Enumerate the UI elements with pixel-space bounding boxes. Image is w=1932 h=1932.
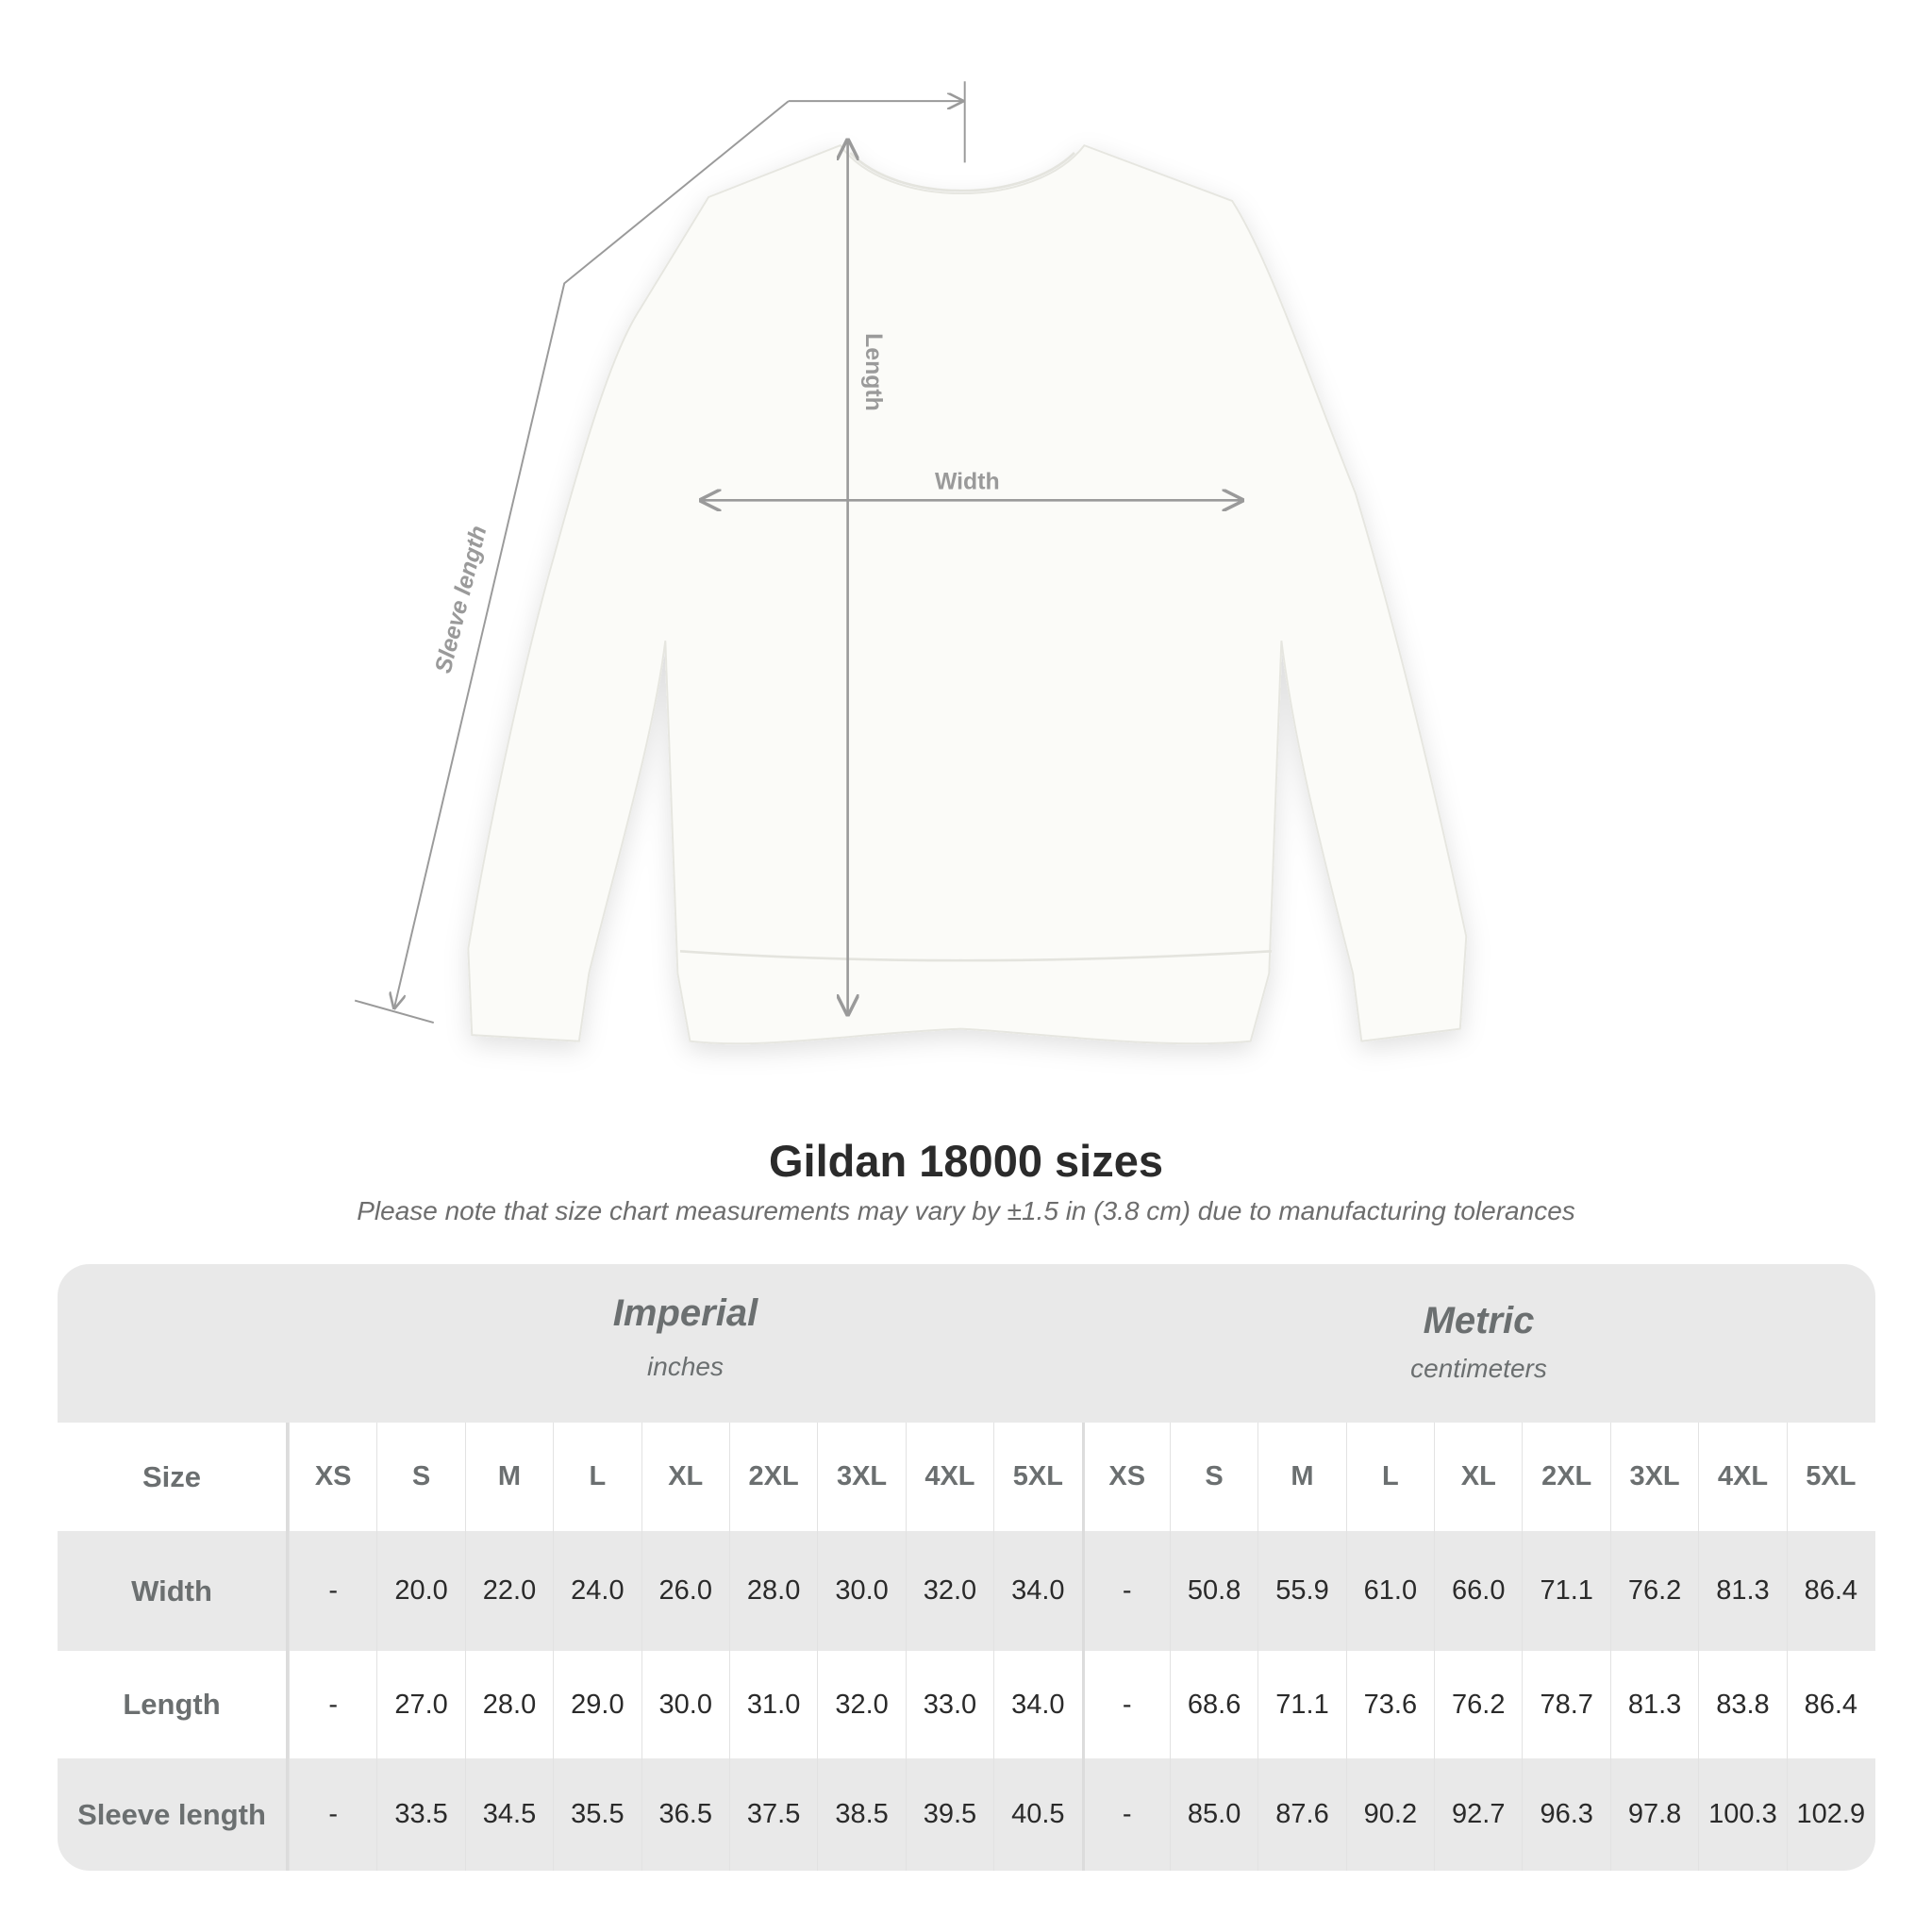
metric-size-header: M bbox=[1257, 1423, 1345, 1531]
metric-value-cell: 76.2 bbox=[1434, 1651, 1522, 1758]
metric-value-cell: 83.8 bbox=[1698, 1651, 1786, 1758]
table-row: Length -27.0 28.0 29.0 30.0 31.0 32.0 33.0 34.0-… bbox=[58, 1651, 1875, 1758]
imperial-value-cell: 22.0 bbox=[464, 1531, 553, 1651]
imperial-value-cell: 29.0 bbox=[553, 1651, 641, 1758]
metric-value-cell: - bbox=[1081, 1758, 1170, 1871]
row-label: Width bbox=[58, 1531, 289, 1651]
metric-size-header: 2XL bbox=[1522, 1423, 1609, 1531]
imperial-value-cell: 36.5 bbox=[641, 1758, 729, 1871]
metric-value-cell: 90.2 bbox=[1345, 1758, 1434, 1871]
imperial-value-cell: - bbox=[289, 1531, 376, 1651]
imperial-size-header: M bbox=[464, 1423, 553, 1531]
metric-value-cell: 87.6 bbox=[1257, 1758, 1345, 1871]
imperial-unit: inches bbox=[647, 1352, 724, 1381]
imperial-value-cell: 20.0 bbox=[376, 1531, 464, 1651]
imperial-size-header: 3XL bbox=[817, 1423, 905, 1531]
imperial-size-header: 4XL bbox=[905, 1423, 993, 1531]
tolerance-note: Please note that size chart measurements… bbox=[357, 1196, 1575, 1225]
width-label: Width bbox=[935, 470, 1000, 495]
imperial-value-cell: 34.5 bbox=[464, 1758, 553, 1871]
imperial-value-cell: 28.0 bbox=[728, 1531, 817, 1651]
page-title: Gildan 18000 sizes bbox=[768, 1136, 1164, 1186]
metric-value-cell: - bbox=[1081, 1531, 1170, 1651]
metric-value-cell: 81.3 bbox=[1698, 1531, 1786, 1651]
metric-value-cell: 50.8 bbox=[1169, 1531, 1257, 1651]
imperial-size-header: XS bbox=[289, 1423, 376, 1531]
metric-unit: centimeters bbox=[1410, 1354, 1547, 1383]
imperial-value-cell: 30.0 bbox=[817, 1531, 905, 1651]
imperial-value-cell: 31.0 bbox=[728, 1651, 817, 1758]
imperial-value-cell: 26.0 bbox=[641, 1531, 729, 1651]
imperial-value-cell: 40.5 bbox=[993, 1758, 1081, 1871]
imperial-value-cell: - bbox=[289, 1758, 376, 1871]
metric-value-cell: 100.3 bbox=[1698, 1758, 1786, 1871]
metric-value-cell: 61.0 bbox=[1345, 1531, 1434, 1651]
imperial-value-cell: 28.0 bbox=[464, 1651, 553, 1758]
metric-value-cell: 92.7 bbox=[1434, 1758, 1522, 1871]
table-row: Sleeve length -33.5 34.5 35.5 36.5 37.5 38.5 39… bbox=[58, 1758, 1875, 1871]
imperial-value-cell: 27.0 bbox=[376, 1651, 464, 1758]
hem-rib bbox=[679, 950, 1272, 962]
metric-header: Metric centimeters bbox=[1082, 1300, 1875, 1458]
imperial-size-header: 2XL bbox=[728, 1423, 817, 1531]
metric-value-cell: 96.3 bbox=[1522, 1758, 1609, 1871]
imperial-value-cell: 33.0 bbox=[905, 1651, 993, 1758]
imperial-value-cell: 34.0 bbox=[993, 1531, 1081, 1651]
imperial-header: Imperial inches bbox=[289, 1292, 1082, 1451]
row-label: Size bbox=[58, 1423, 289, 1531]
metric-value-cell: 66.0 bbox=[1434, 1531, 1522, 1651]
imperial-value-cell: 32.0 bbox=[817, 1651, 905, 1758]
metric-value-cell: 85.0 bbox=[1169, 1758, 1257, 1871]
sleeve-length-line bbox=[394, 100, 790, 1008]
size-chart-table: Imperial inches Metric centimeters Size X… bbox=[58, 1264, 1875, 1871]
metric-size-header: 3XL bbox=[1609, 1423, 1698, 1531]
metric-value-cell: 81.3 bbox=[1609, 1651, 1698, 1758]
row-label: Sleeve length bbox=[58, 1758, 289, 1871]
metric-value-cell: 55.9 bbox=[1257, 1531, 1345, 1651]
sweatshirt-image bbox=[467, 143, 1468, 1045]
sleeve-length-label: Sleeve length bbox=[431, 524, 492, 676]
metric-size-header: XS bbox=[1081, 1423, 1170, 1531]
metric-value-cell: 71.1 bbox=[1522, 1531, 1609, 1651]
metric-size-header: S bbox=[1169, 1423, 1257, 1531]
imperial-value-cell: 30.0 bbox=[641, 1651, 729, 1758]
size-header-row: Size XS S M L XL 2XL 3XL 4XL 5XL XS S M L XL 2XL 3XL 4XL 5… bbox=[58, 1423, 1875, 1531]
metric-value-cell: 97.8 bbox=[1609, 1758, 1698, 1871]
imperial-value-cell: - bbox=[289, 1651, 376, 1758]
metric-value-cell: 102.9 bbox=[1786, 1758, 1874, 1871]
imperial-value-cell: 33.5 bbox=[376, 1758, 464, 1871]
metric-value-cell: - bbox=[1081, 1651, 1170, 1758]
imperial-label: Imperial bbox=[612, 1292, 758, 1334]
length-label: Length bbox=[860, 333, 886, 411]
metric-value-cell: 78.7 bbox=[1522, 1651, 1609, 1758]
metric-size-header: 4XL bbox=[1698, 1423, 1786, 1531]
metric-value-cell: 68.6 bbox=[1169, 1651, 1257, 1758]
metric-size-header: L bbox=[1345, 1423, 1434, 1531]
collar bbox=[849, 152, 1075, 192]
imperial-size-header: 5XL bbox=[993, 1423, 1081, 1531]
imperial-value-cell: 35.5 bbox=[553, 1758, 641, 1871]
imperial-value-cell: 32.0 bbox=[905, 1531, 993, 1651]
imperial-size-header: XL bbox=[641, 1423, 729, 1531]
imperial-value-cell: 34.0 bbox=[993, 1651, 1081, 1758]
metric-value-cell: 73.6 bbox=[1345, 1651, 1434, 1758]
imperial-value-cell: 24.0 bbox=[553, 1531, 641, 1651]
table-row: Width -20.0 22.0 24.0 26.0 28.0 30.0 32.0 34.0-5… bbox=[58, 1531, 1875, 1651]
imperial-value-cell: 39.5 bbox=[905, 1758, 993, 1871]
metric-size-header: XL bbox=[1434, 1423, 1522, 1531]
metric-value-cell: 86.4 bbox=[1786, 1651, 1874, 1758]
imperial-size-header: S bbox=[376, 1423, 464, 1531]
row-label: Length bbox=[58, 1651, 289, 1758]
metric-value-cell: 76.2 bbox=[1609, 1531, 1698, 1651]
imperial-value-cell: 37.5 bbox=[728, 1758, 817, 1871]
metric-value-cell: 71.1 bbox=[1257, 1651, 1345, 1758]
imperial-value-cell: 38.5 bbox=[817, 1758, 905, 1871]
metric-value-cell: 86.4 bbox=[1786, 1531, 1874, 1651]
metric-size-header: 5XL bbox=[1786, 1423, 1874, 1531]
sleeve-tick-bottom bbox=[354, 999, 435, 1024]
metric-label: Metric bbox=[1423, 1300, 1535, 1341]
imperial-size-header: L bbox=[553, 1423, 641, 1531]
